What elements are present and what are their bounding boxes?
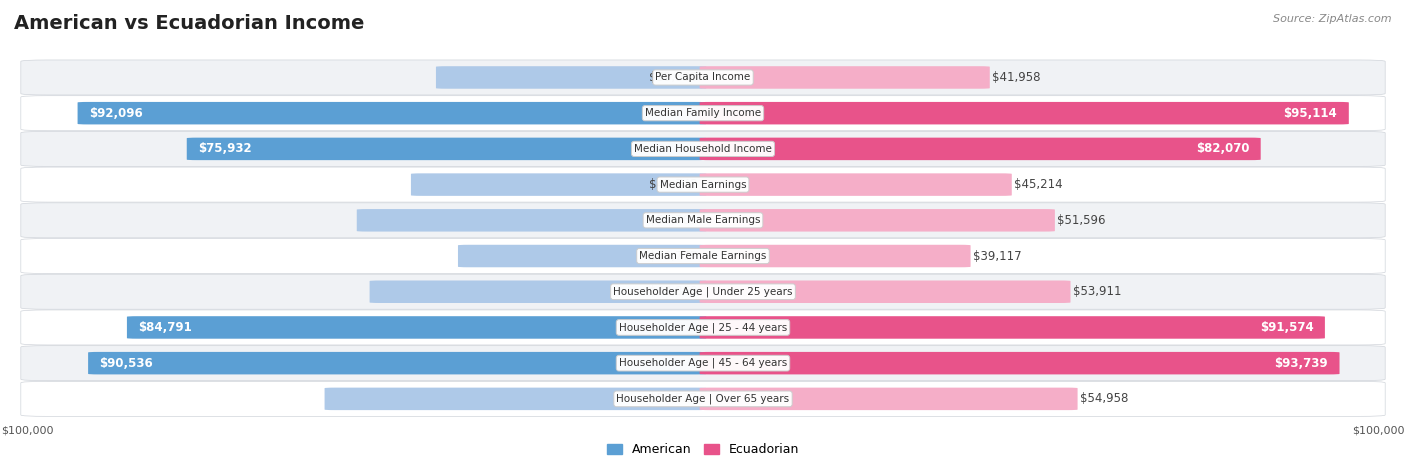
Text: Median Household Income: Median Household Income [634,144,772,154]
Text: $54,958: $54,958 [1080,392,1128,405]
FancyBboxPatch shape [700,352,1340,375]
Text: $82,070: $82,070 [1195,142,1249,156]
FancyBboxPatch shape [700,245,970,267]
Text: Median Female Earnings: Median Female Earnings [640,251,766,261]
FancyBboxPatch shape [21,346,1385,381]
Text: $90,536: $90,536 [100,357,153,370]
FancyBboxPatch shape [89,352,706,375]
Text: $39,117: $39,117 [973,249,1021,262]
Text: Householder Age | Over 65 years: Householder Age | Over 65 years [616,394,790,404]
Text: $51,596: $51,596 [1057,214,1105,227]
Text: Householder Age | 25 - 44 years: Householder Age | 25 - 44 years [619,322,787,333]
FancyBboxPatch shape [21,382,1385,417]
FancyBboxPatch shape [357,209,706,232]
FancyBboxPatch shape [21,167,1385,202]
Legend: American, Ecuadorian: American, Ecuadorian [602,439,804,461]
FancyBboxPatch shape [21,203,1385,238]
Text: $45,214: $45,214 [1014,178,1063,191]
FancyBboxPatch shape [700,388,1077,410]
FancyBboxPatch shape [127,316,706,339]
Text: Source: ZipAtlas.com: Source: ZipAtlas.com [1274,14,1392,24]
FancyBboxPatch shape [700,173,1012,196]
Text: $92,096: $92,096 [89,106,143,120]
FancyBboxPatch shape [700,102,1348,124]
FancyBboxPatch shape [77,102,706,124]
FancyBboxPatch shape [21,274,1385,309]
Text: $93,739: $93,739 [1274,357,1329,370]
Text: $55,527: $55,527 [650,392,697,405]
FancyBboxPatch shape [700,138,1261,160]
FancyBboxPatch shape [21,96,1385,131]
FancyBboxPatch shape [411,173,706,196]
FancyBboxPatch shape [187,138,706,160]
FancyBboxPatch shape [700,281,1070,303]
FancyBboxPatch shape [700,316,1324,339]
Text: $39,039: $39,039 [650,71,697,84]
Text: $41,958: $41,958 [991,71,1040,84]
FancyBboxPatch shape [21,239,1385,274]
FancyBboxPatch shape [21,131,1385,166]
Text: $53,911: $53,911 [1073,285,1121,298]
Text: Per Capita Income: Per Capita Income [655,72,751,83]
Text: $84,791: $84,791 [138,321,193,334]
Text: $48,860: $48,860 [650,285,697,298]
FancyBboxPatch shape [21,310,1385,345]
FancyBboxPatch shape [436,66,706,89]
Text: $91,574: $91,574 [1260,321,1313,334]
Text: Median Family Income: Median Family Income [645,108,761,118]
Text: Median Earnings: Median Earnings [659,180,747,190]
FancyBboxPatch shape [458,245,706,267]
FancyBboxPatch shape [700,66,990,89]
Text: Householder Age | 45 - 64 years: Householder Age | 45 - 64 years [619,358,787,368]
Text: $42,742: $42,742 [648,178,697,191]
FancyBboxPatch shape [700,209,1054,232]
Text: Median Male Earnings: Median Male Earnings [645,215,761,225]
Text: Householder Age | Under 25 years: Householder Age | Under 25 years [613,286,793,297]
Text: $35,777: $35,777 [650,249,697,262]
FancyBboxPatch shape [21,60,1385,95]
Text: $50,761: $50,761 [650,214,697,227]
FancyBboxPatch shape [370,281,706,303]
Text: $75,932: $75,932 [198,142,252,156]
Text: $95,114: $95,114 [1284,106,1337,120]
FancyBboxPatch shape [325,388,706,410]
Text: American vs Ecuadorian Income: American vs Ecuadorian Income [14,14,364,33]
